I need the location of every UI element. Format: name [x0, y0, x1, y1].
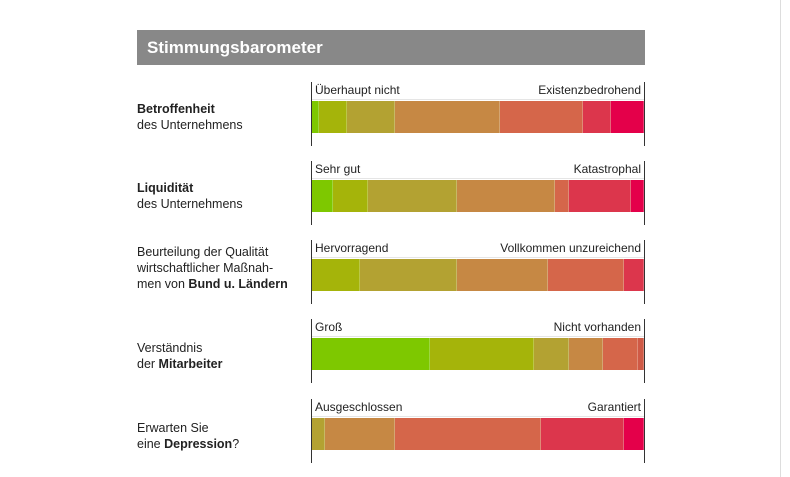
bar-segment-3 [346, 101, 395, 133]
bar-segment-5 [603, 338, 638, 370]
bar-segment-3 [534, 338, 569, 370]
bar-segment-2 [429, 338, 535, 370]
high-label: Nicht vorhanden [553, 320, 641, 334]
bar-segment-6 [568, 180, 632, 212]
bar-segment-1 [312, 418, 326, 450]
stacked-bar [312, 259, 644, 291]
low-label: Groß [315, 320, 343, 334]
scale: Überhaupt nicht Existenzbedrohend [311, 82, 645, 146]
question-rest: des Unternehmens [137, 197, 243, 211]
scale: Ausgeschlossen Garantiert [311, 399, 645, 463]
question-label: Beurteilung der Qualität wirtschaftlicher… [137, 244, 307, 292]
bar-segment-7 [610, 101, 644, 133]
low-label: Sehr gut [315, 162, 361, 176]
page-edge [780, 0, 781, 477]
row-depression: Erwarten Sie eine Depression? Ausgeschlos… [137, 399, 645, 469]
bar-segment-2 [332, 180, 368, 212]
high-label: Katastrophal [573, 162, 641, 176]
question-line: Erwarten Sie [137, 421, 209, 435]
scale: Sehr gut Katastrophal [311, 161, 645, 225]
question-line: Verständnis [137, 341, 203, 355]
low-label: Überhaupt nicht [315, 83, 400, 97]
row-betroffenheit: Betroffenheit des Unternehmens Überhaupt … [137, 82, 645, 152]
bar-segment-4 [547, 259, 625, 291]
bar-segment-2 [360, 259, 458, 291]
bar-segment-5 [554, 180, 569, 212]
bar-segment-5 [499, 101, 583, 133]
question-label: Liquidität des Unternehmens [137, 180, 307, 212]
question-line: eine [137, 437, 165, 451]
stacked-bar [312, 180, 644, 212]
bar-segment-1 [312, 338, 430, 370]
row-verstaendnis: Verständnis der Mitarbeiter Groß Nicht vor… [137, 319, 645, 389]
question-rest: des Unternehmens [137, 118, 243, 132]
question-line: ? [232, 437, 240, 451]
bar-segment-5 [624, 259, 644, 291]
stacked-bar [312, 338, 644, 370]
high-label: Garantiert [587, 400, 641, 414]
question-bold: Mitarbeiter [158, 357, 223, 371]
question-label: Betroffenheit des Unternehmens [137, 101, 307, 133]
high-label: Vollkommen unzureichend [500, 241, 641, 255]
question-line: Beurteilung der Qualität [137, 245, 269, 259]
bar-segment-6 [637, 338, 644, 370]
high-label: Existenzbedrohend [538, 83, 641, 97]
stacked-bar [312, 101, 644, 133]
row-liquiditaet: Liquidität des Unternehmens Sehr gut Katas… [137, 161, 645, 231]
bar-segment-4 [541, 418, 625, 450]
question-line: wirtschaftlicher Maßnah- [137, 261, 274, 275]
bar-segment-4 [394, 101, 500, 133]
bar-segment-3 [367, 180, 458, 212]
bar-segment-2 [325, 418, 395, 450]
bar-segment-4 [457, 180, 555, 212]
question-bold: Betroffenheit [137, 102, 215, 116]
scale: Groß Nicht vorhanden [311, 319, 645, 383]
scale: Hervorragend Vollkommen unzureichend [311, 240, 645, 304]
question-line: der [137, 357, 159, 371]
stacked-bar [312, 418, 644, 450]
bar-segment-2 [318, 101, 347, 133]
bar-segment-3 [394, 418, 542, 450]
low-label: Hervorragend [315, 241, 389, 255]
row-massnahmen: Beurteilung der Qualität wirtschaftlicher… [137, 240, 645, 310]
question-bold: Depression [164, 437, 233, 451]
bar-segment-4 [568, 338, 604, 370]
chart-title: Stimmungsbarometer [137, 30, 645, 65]
question-bold: Liquidität [137, 181, 194, 195]
bar-segment-1 [312, 101, 319, 133]
bar-segment-5 [624, 418, 644, 450]
bar-segment-6 [582, 101, 611, 133]
low-label: Ausgeschlossen [315, 400, 403, 414]
bar-segment-7 [631, 180, 644, 212]
question-label: Erwarten Sie eine Depression? [137, 420, 307, 452]
bar-segment-1 [312, 259, 361, 291]
question-line: men von [137, 277, 189, 291]
bar-segment-3 [457, 259, 548, 291]
question-bold: Bund u. Ländern [188, 277, 288, 291]
question-label: Verständnis der Mitarbeiter [137, 340, 307, 372]
bar-segment-1 [312, 180, 333, 212]
